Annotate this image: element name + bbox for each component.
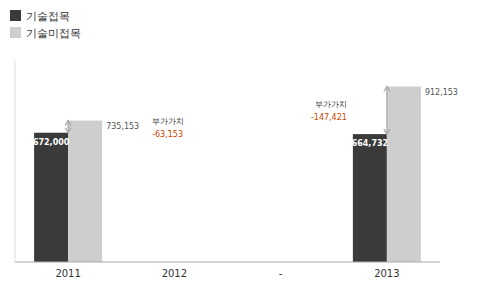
arrow-head: [384, 129, 390, 134]
y-axis-line: [15, 60, 16, 262]
arrow-head: [65, 128, 71, 133]
annotation-value: -147,421: [311, 113, 347, 122]
bar: [68, 121, 102, 262]
difference-arrow: [384, 87, 390, 135]
labels: 672,000 664,732 735,153 912,153 부가가치 -63,153 부…: [33, 88, 458, 149]
bar: [387, 87, 421, 262]
x-tick-label: 2011: [55, 268, 80, 279]
difference-arrow: [65, 121, 71, 133]
data-label: 664,732: [352, 139, 388, 148]
legend-label: 기술미접목: [26, 27, 81, 40]
bar: [34, 133, 68, 262]
legend-swatch: [10, 10, 21, 21]
annotation-title: 부가가치: [315, 100, 347, 109]
annotation-title: 부가가치: [152, 117, 184, 126]
arrow-head: [384, 87, 390, 92]
x-tick-label: 2013: [374, 268, 399, 279]
bar: [353, 134, 387, 262]
data-label: 735,153: [106, 122, 139, 131]
legend-swatch: [10, 27, 21, 38]
data-label: 912,153: [425, 88, 458, 97]
bars: [34, 87, 421, 262]
x-tick-label: -: [279, 268, 283, 279]
data-label: 672,000: [33, 138, 70, 147]
legend: 기술접목기술미접목: [10, 10, 81, 40]
annotation-value: -63,153: [152, 130, 183, 139]
legend-label: 기술접목: [26, 10, 70, 23]
x-axis-line: [15, 262, 440, 263]
chart: 672,000 664,732 735,153 912,153 부가가치 -63,153 부…: [0, 0, 482, 290]
arrow-line: [386, 87, 387, 135]
x-tick-label: 2012: [162, 268, 187, 279]
arrow-head: [65, 121, 71, 126]
